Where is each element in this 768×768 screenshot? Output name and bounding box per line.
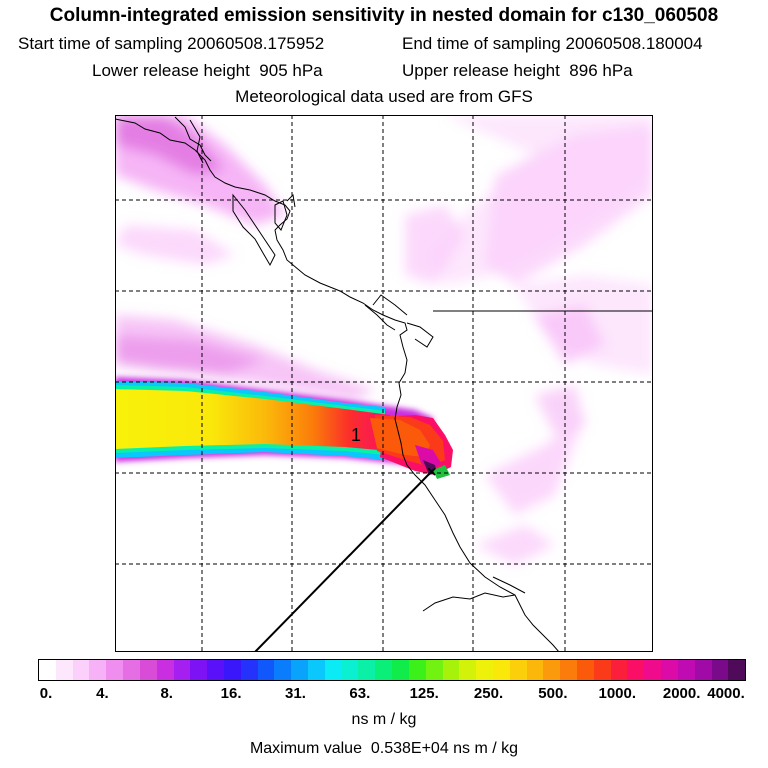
colorbar-cell xyxy=(274,660,292,680)
graticule xyxy=(115,115,653,652)
end-time-label: End time of sampling 20060508.180004 xyxy=(402,34,703,53)
colorbar-cell xyxy=(543,660,561,680)
colorbar-cell xyxy=(677,660,695,680)
colorbar-cell xyxy=(442,660,460,680)
trajectory-line xyxy=(254,469,434,652)
colorbar-cell xyxy=(593,660,611,680)
lower-release-height-label: Lower release height 905 hPa xyxy=(92,61,323,80)
colorbar-cell xyxy=(627,660,645,680)
colorbar-cell xyxy=(106,660,124,680)
colorbar-tick-label: 4000. xyxy=(707,685,745,702)
colorbar-cell xyxy=(308,660,325,680)
colorbar-tick-label: 8. xyxy=(160,685,173,702)
colorbar-cell xyxy=(156,660,174,680)
colorbar-cell xyxy=(392,660,409,680)
colorbar-tick-label: 31. xyxy=(285,685,306,702)
colorbar-cell xyxy=(694,660,712,680)
colorbar-cell xyxy=(408,660,426,680)
colorbar-cell xyxy=(509,660,527,680)
maximum-value-number: 0.538E+04 ns m / kg xyxy=(370,740,519,757)
colorbar-tick-label: 250. xyxy=(473,685,504,702)
colorbar-unit: ns m / kg xyxy=(351,711,417,728)
colorbar-cell xyxy=(728,660,746,680)
end-time-value: 20060508.180004 xyxy=(565,34,703,53)
colorbar-cell xyxy=(610,660,628,680)
maximum-value: Maximum value 0.538E+04 ns m / kg xyxy=(249,740,519,757)
colorbar-cell xyxy=(39,660,56,680)
start-time-label: Start time of sampling 20060508.175952 xyxy=(18,34,325,53)
coastline xyxy=(115,116,653,652)
colorbar-tick-label: 63. xyxy=(349,685,371,702)
colorbar-cell xyxy=(72,660,90,680)
colorbar-cell xyxy=(661,660,678,680)
colorbar-cell xyxy=(207,660,224,680)
colorbar-cell xyxy=(139,660,157,680)
colorbar-cell xyxy=(358,660,376,680)
colorbar-cell xyxy=(240,660,258,680)
low-sensitivity-field xyxy=(115,115,653,565)
colorbar-tick-label: 500. xyxy=(538,685,568,702)
colorbar-cell xyxy=(89,660,107,680)
colorbar-cell xyxy=(577,660,594,680)
colorbar-cell xyxy=(173,660,191,680)
colorbar-cell xyxy=(291,660,308,680)
colorbar-tick-label: 0. xyxy=(39,685,53,702)
lower-release-height-value: 905 hPa xyxy=(259,61,323,80)
colorbar-cell xyxy=(711,660,729,680)
colorbar-tick-label: 4. xyxy=(96,685,109,702)
colorbar-cell xyxy=(644,660,662,680)
plume-label: 1 xyxy=(351,425,361,445)
colorbar-cell xyxy=(492,660,510,680)
start-time-value: 20060508.175952 xyxy=(187,34,325,53)
plume xyxy=(115,377,453,479)
colorbar-tick-label: 125. xyxy=(409,685,439,702)
colorbar-cell xyxy=(123,660,140,680)
colorbar-cell xyxy=(425,660,443,680)
colorbar-tick-label: 16. xyxy=(220,685,242,702)
release-marker: × xyxy=(427,464,436,481)
colorbar-cell xyxy=(55,660,73,680)
colorbar-cell xyxy=(223,660,241,680)
colorbar-tick-label: 2000. xyxy=(662,685,701,702)
colorbar-cell xyxy=(526,660,544,680)
colorbar-cell xyxy=(324,660,342,680)
colorbar-cell xyxy=(476,660,493,680)
colorbar xyxy=(38,659,746,681)
colorbar-cell xyxy=(375,660,393,680)
met-data-note: Meteorological data used are from GFS xyxy=(235,87,533,106)
colorbar-cell xyxy=(190,660,208,680)
map-canvas: × 1 xyxy=(115,115,653,652)
colorbar-cell xyxy=(341,660,359,680)
colorbar-tick-label: 1000. xyxy=(598,685,637,702)
upper-release-height-label: Upper release height 896 hPa xyxy=(402,61,633,80)
colorbar-cell xyxy=(459,660,477,680)
sensitivity-map[interactable]: × 1 xyxy=(115,115,653,652)
colorbar-cell xyxy=(560,660,577,680)
plot-title: Column-integrated emission sensitivity i… xyxy=(49,5,719,26)
colorbar-cell xyxy=(257,660,275,680)
upper-release-height-value: 896 hPa xyxy=(569,61,633,80)
